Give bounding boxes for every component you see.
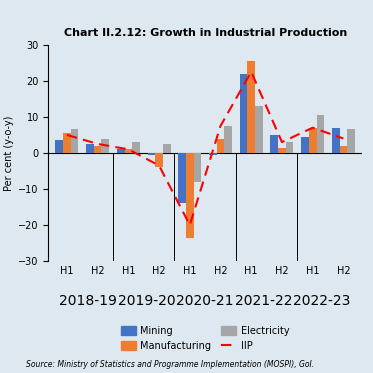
Bar [125, 149, 132, 153]
Bar [86, 144, 94, 153]
Bar [63, 133, 71, 153]
Bar [309, 128, 317, 153]
Bar [317, 115, 324, 153]
Bar [71, 129, 78, 153]
Bar [247, 61, 255, 153]
Bar [224, 126, 232, 153]
Legend: Mining, Manufacturing, Electricity, IIP: Mining, Manufacturing, Electricity, IIP [117, 322, 293, 355]
Bar [286, 142, 294, 153]
Bar [155, 153, 163, 167]
Bar [278, 147, 286, 153]
Text: Source: Ministry of Statistics and Programme Implementation (MOSPI), GoI.: Source: Ministry of Statistics and Progr… [26, 360, 314, 369]
Bar [117, 149, 125, 153]
Bar [339, 146, 347, 153]
Bar [301, 137, 309, 153]
Bar [94, 146, 101, 153]
Title: Chart II.2.12: Growth in Industrial Production: Chart II.2.12: Growth in Industrial Prod… [63, 28, 347, 38]
Bar [209, 153, 217, 155]
Bar [186, 153, 194, 238]
Bar [132, 142, 140, 153]
Bar [194, 153, 201, 182]
Bar [255, 106, 263, 153]
Bar [178, 153, 186, 203]
Y-axis label: Per cent (y-o-y): Per cent (y-o-y) [4, 115, 14, 191]
Bar [332, 128, 339, 153]
Bar [56, 140, 63, 153]
Bar [217, 138, 224, 153]
Bar [101, 138, 109, 153]
Bar [240, 73, 247, 153]
Bar [270, 135, 278, 153]
Bar [148, 153, 155, 155]
Bar [347, 129, 355, 153]
Bar [163, 144, 170, 153]
